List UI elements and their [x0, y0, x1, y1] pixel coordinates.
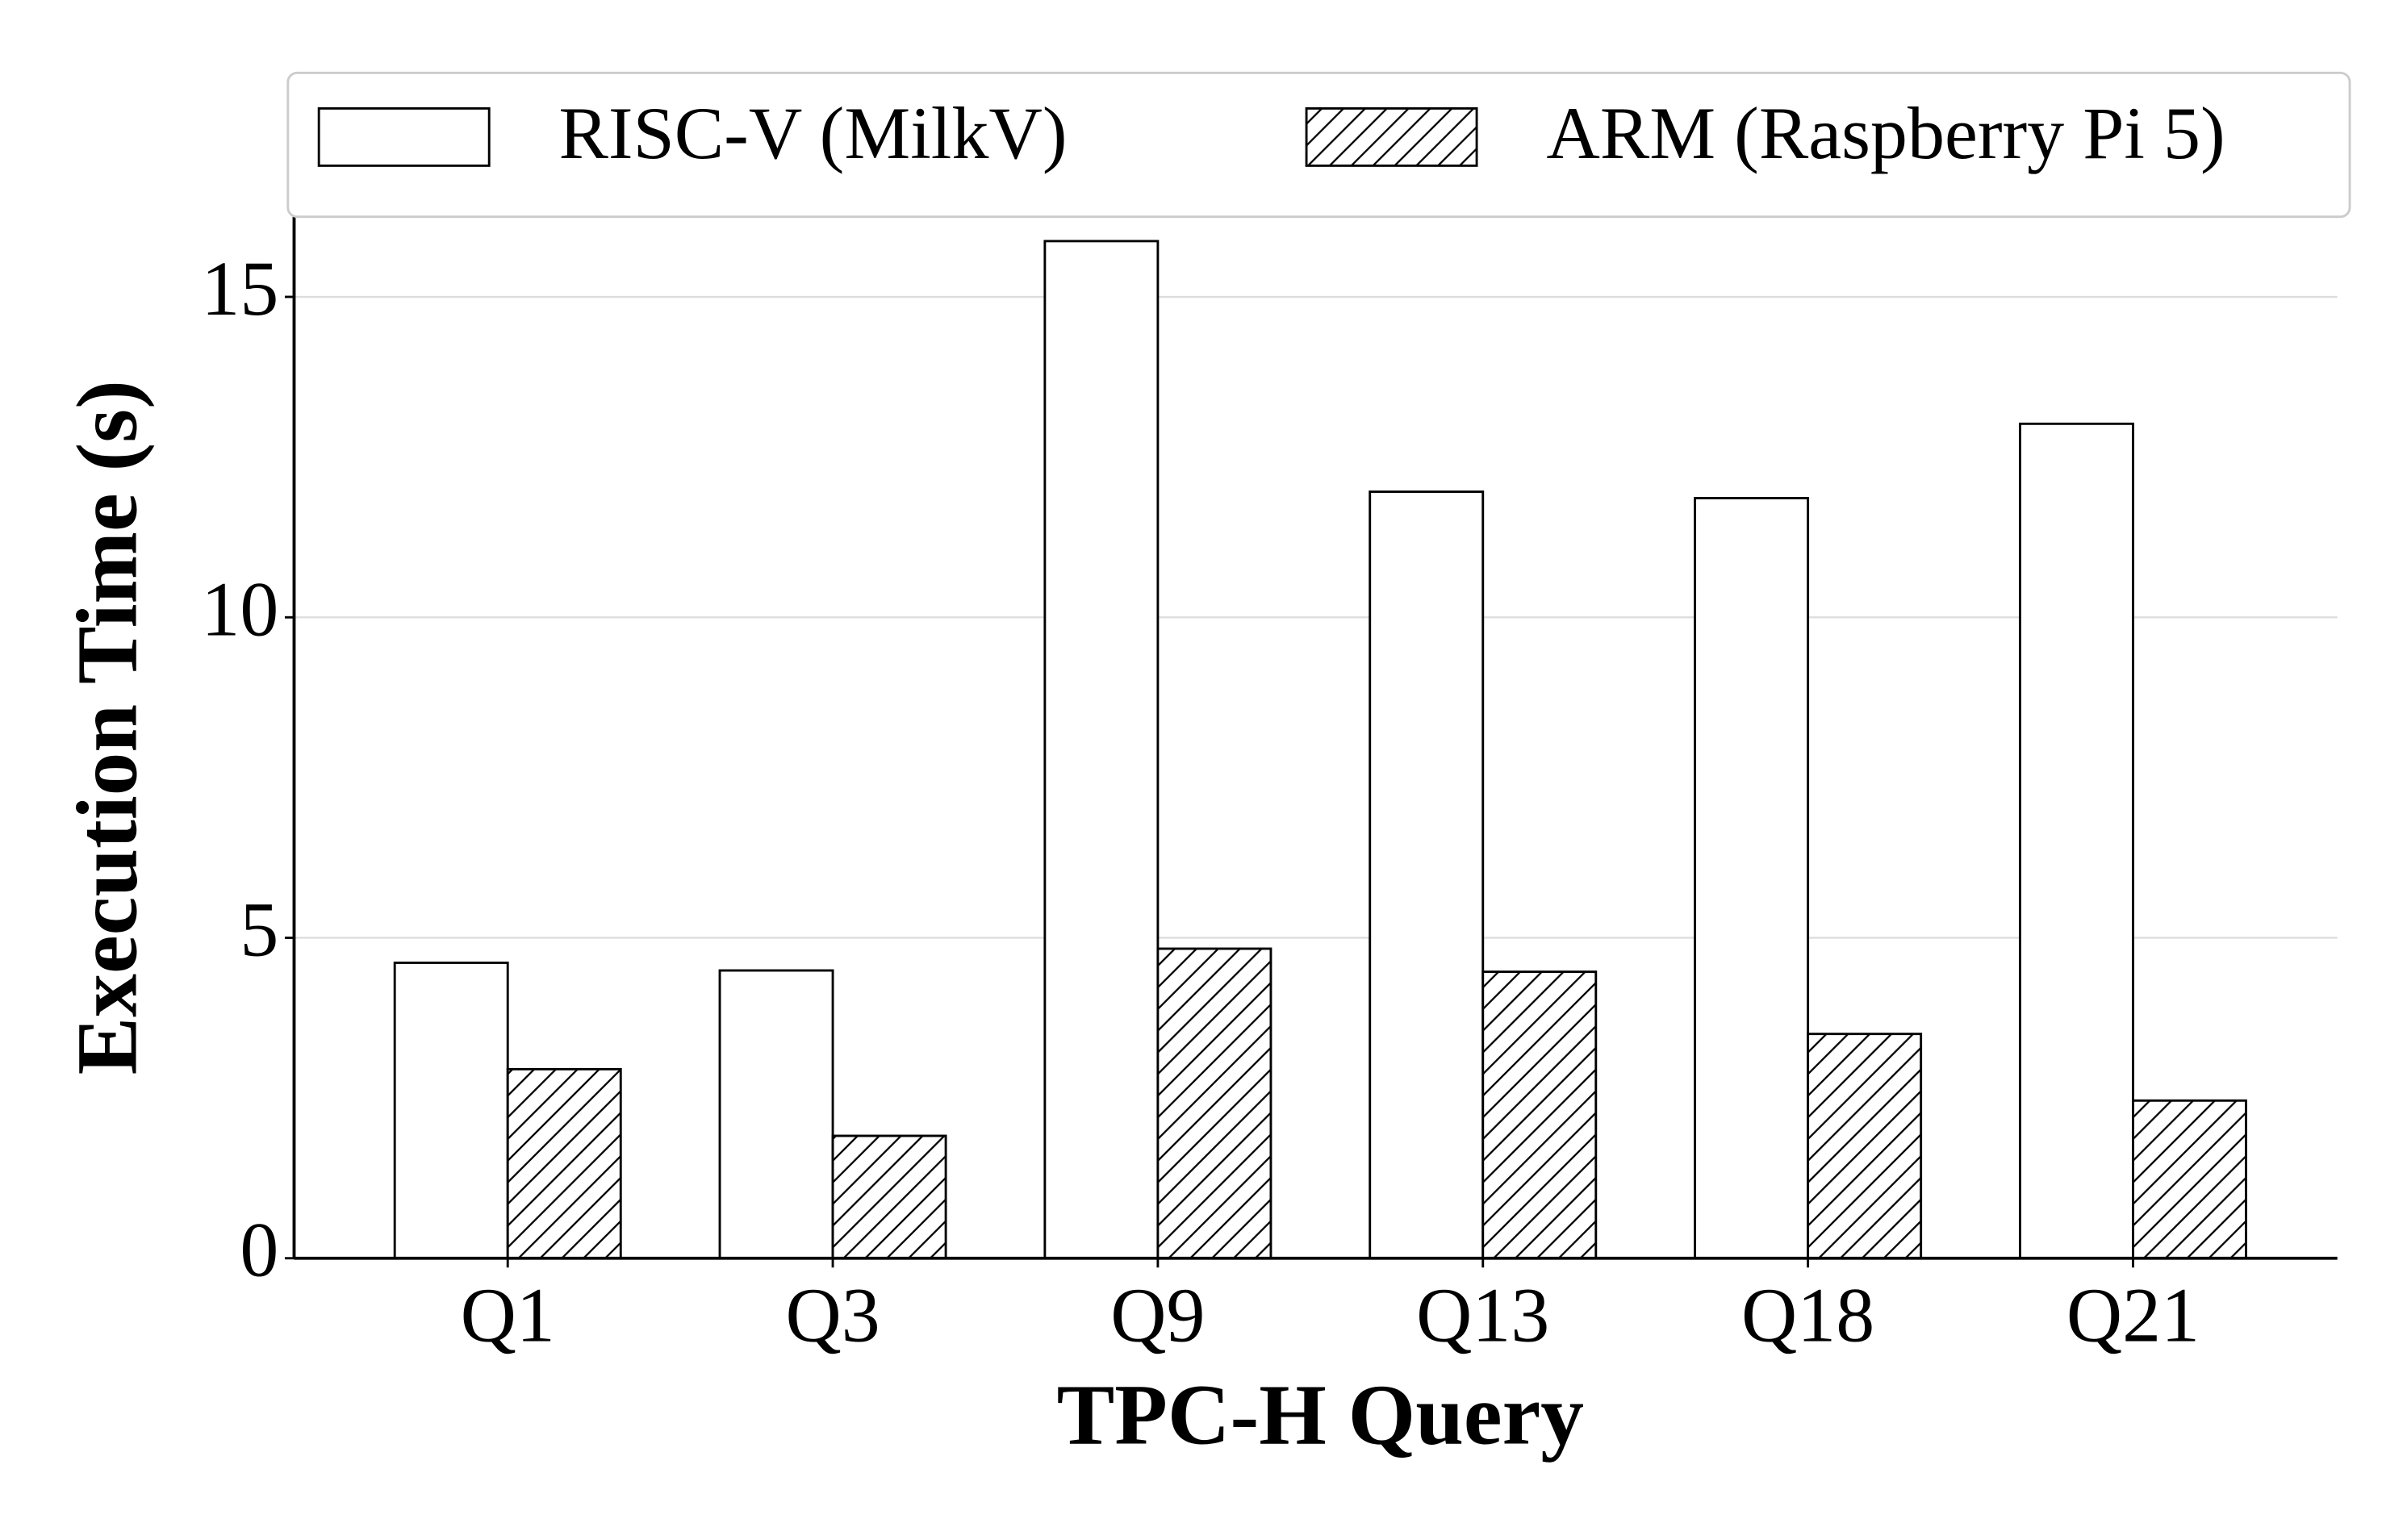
bar [1369, 490, 1485, 1260]
legend-label: RISC-V (MilkV) [559, 92, 1068, 174]
bar [1043, 240, 1160, 1260]
bar [1481, 970, 1598, 1260]
y-axis-label: Execution Time (s) [60, 380, 156, 1075]
y-tick-label: 15 [201, 246, 278, 332]
legend-swatch [317, 106, 491, 167]
bar [1807, 1033, 1923, 1260]
bar [506, 1067, 622, 1260]
bar [1156, 947, 1272, 1260]
y-tick-label: 0 [240, 1208, 278, 1293]
bar [718, 969, 834, 1260]
x-tick-label: Q13 [1416, 1272, 1549, 1358]
x-axis-label: TPC-H Query [1057, 1367, 1584, 1463]
bar [1694, 497, 1810, 1260]
legend-label: ARM (Raspberry Pi 5) [1546, 92, 2225, 174]
bar [393, 962, 509, 1260]
x-tick-label: Q9 [1110, 1272, 1205, 1358]
x-tick-label: Q3 [785, 1272, 880, 1358]
bar [2018, 422, 2134, 1260]
bar [831, 1134, 947, 1260]
x-tick-label: Q1 [461, 1272, 555, 1358]
bar [2132, 1099, 2247, 1260]
y-tick-label: 10 [201, 566, 278, 652]
x-tick-label: Q21 [2066, 1272, 2200, 1358]
legend-swatch [1305, 106, 1478, 167]
y-tick-label: 5 [240, 887, 278, 973]
x-tick-label: Q18 [1741, 1272, 1874, 1358]
